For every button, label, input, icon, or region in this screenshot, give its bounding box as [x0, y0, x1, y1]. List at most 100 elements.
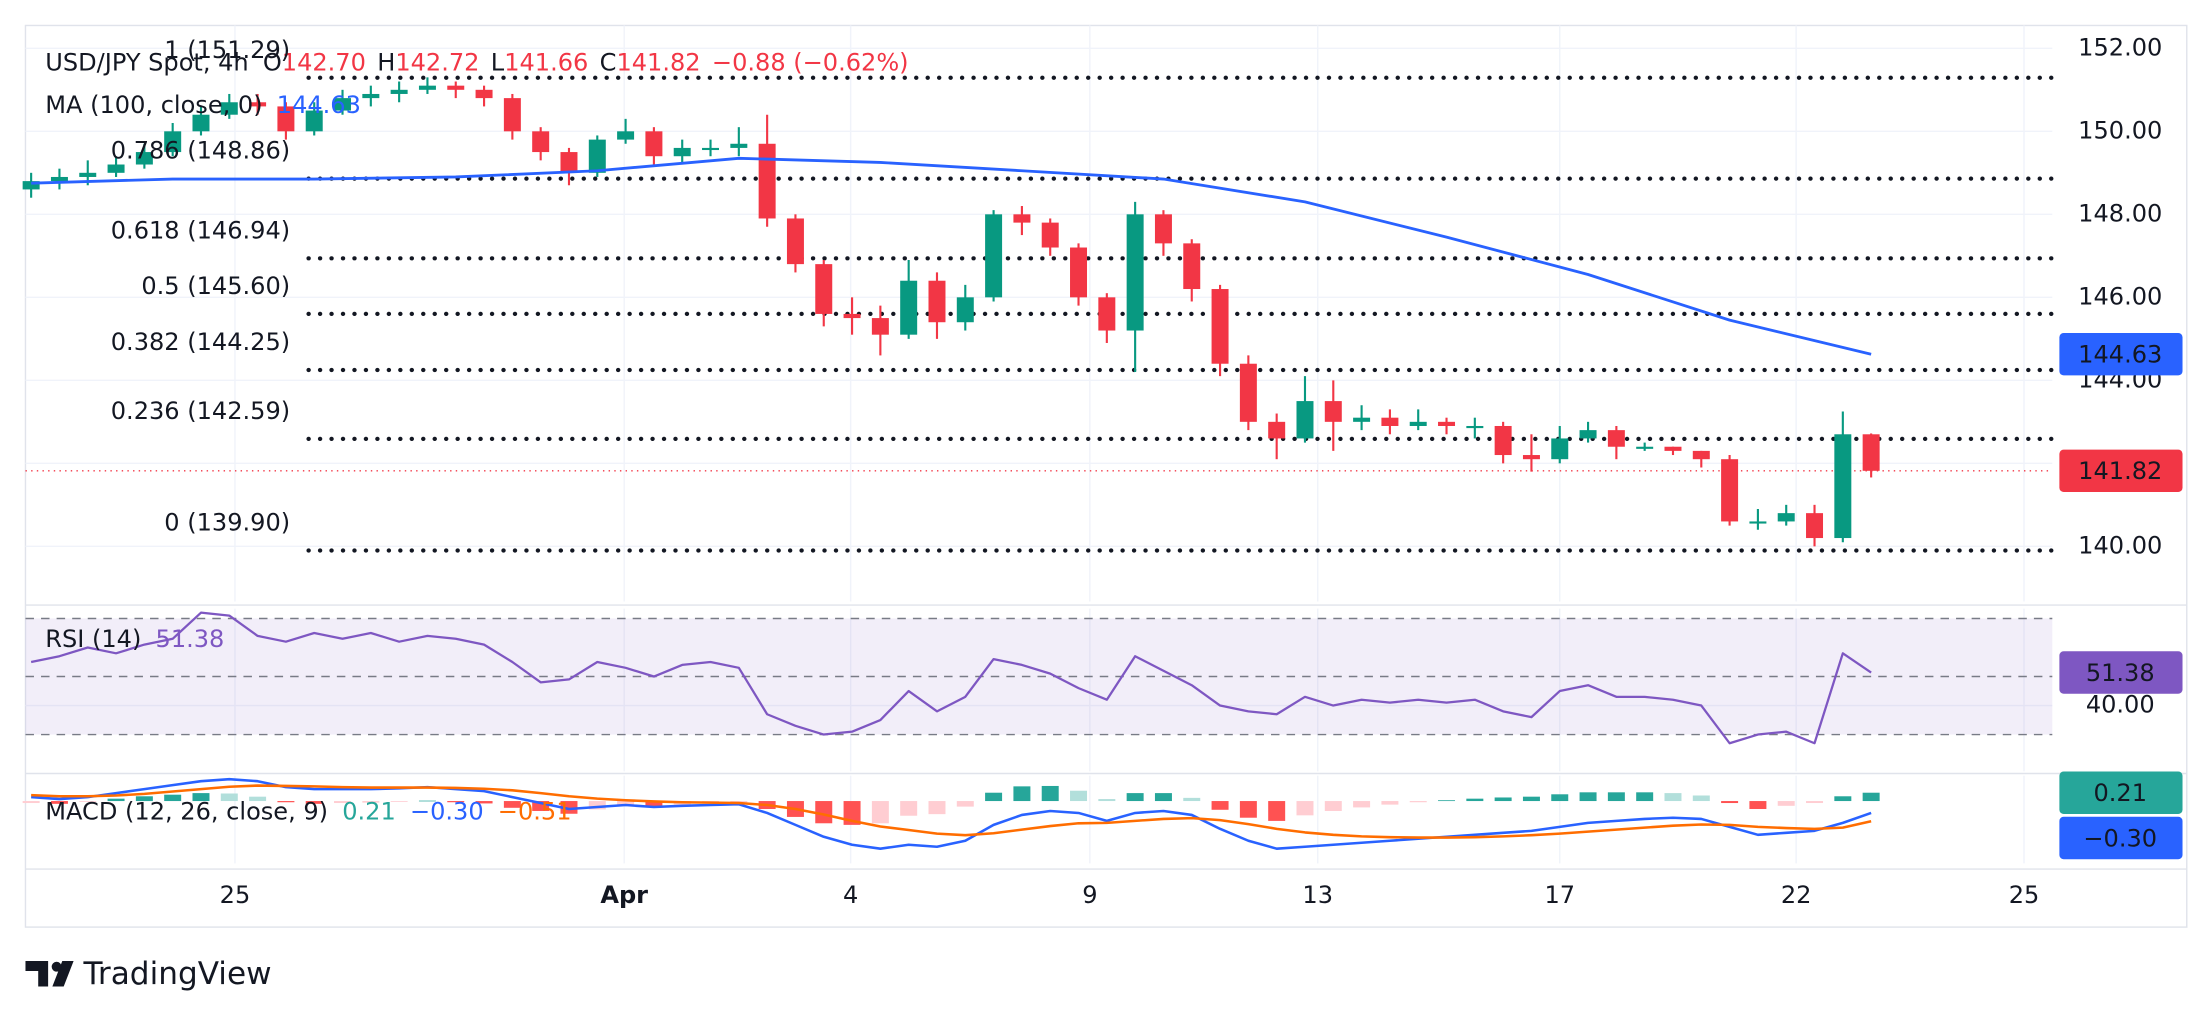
- macd-histogram-bar: [107, 798, 125, 802]
- candle-body: [617, 131, 635, 140]
- macd-histogram-bar: [1409, 801, 1427, 803]
- x-tick-label: 13: [1302, 881, 1333, 909]
- candle-body: [1466, 425, 1484, 429]
- macd-histogram-bar: [390, 801, 408, 802]
- candle-body: [135, 152, 153, 165]
- candle-body: [1579, 430, 1597, 439]
- candle-body: [192, 114, 210, 132]
- legend-value: 141.82: [616, 49, 700, 77]
- macd-histogram-bar: [164, 794, 182, 802]
- macd-histogram-bar: [249, 796, 267, 802]
- candle-body: [645, 131, 663, 157]
- candle-body: [503, 98, 521, 132]
- legend-change: −0.88 (−0.62%): [712, 49, 909, 77]
- macd-histogram-bar: [532, 801, 550, 811]
- candle-body: [305, 110, 323, 132]
- candle-body: [1324, 401, 1342, 422]
- candle-body: [758, 143, 776, 219]
- candle-body: [334, 98, 352, 111]
- x-tick-label: 25: [2009, 881, 2040, 909]
- legend-value: 141.66: [504, 49, 588, 77]
- macd-histogram-bar: [334, 801, 352, 804]
- candle-body: [560, 152, 578, 173]
- grid-layer: [24, 24, 2188, 928]
- macd-histogram-bar: [1268, 801, 1286, 821]
- x-tick-label: 25: [220, 881, 251, 909]
- candle-body: [447, 85, 465, 90]
- candle-body: [1777, 513, 1795, 522]
- brand-name: TradingView: [83, 956, 272, 992]
- macd-histogram-bar: [418, 800, 436, 802]
- macd-histogram-bar: [1324, 801, 1342, 811]
- x-tick-label: 22: [1781, 881, 1812, 909]
- macd-histogram-bar: [1749, 801, 1767, 809]
- candle-body: [1268, 421, 1286, 439]
- candle-body: [1438, 421, 1456, 426]
- ma-legend: MA (100, close, 0) 144.63: [45, 91, 361, 119]
- macd-histogram-bar: [1692, 795, 1710, 802]
- candle-body: [815, 264, 833, 314]
- x-tick-label: 9: [1082, 881, 1097, 909]
- macd-histogram-bar: [1438, 800, 1456, 802]
- price-legend: USD/JPY Spot, 4h O142.70 H142.72 L141.66 C14…: [45, 49, 908, 77]
- candle-body: [164, 131, 182, 153]
- candle-body: [220, 102, 238, 115]
- macd-histogram-bar: [1381, 801, 1399, 805]
- legend-value: 142.70: [282, 49, 366, 77]
- fib-label: 1 (151.29): [164, 36, 290, 64]
- last-price-box: [2059, 449, 2183, 493]
- fib-label: 0.236 (142.59): [111, 397, 290, 425]
- candle-body: [1353, 417, 1371, 422]
- macd-histogram-bar: [645, 801, 663, 807]
- symbol-title: USD/JPY Spot, 4h: [45, 49, 248, 77]
- last-price-box-label: 141.82: [2078, 457, 2162, 485]
- y-tick-label: 40.00: [2086, 691, 2155, 719]
- brand-logo: TradingView: [25, 956, 272, 992]
- macd-histogram-bar: [588, 801, 606, 810]
- macd-histogram-bar: [503, 801, 521, 808]
- fib-label: 0.382 (144.25): [111, 328, 290, 356]
- chart-frame: [24, 24, 2188, 928]
- macd-histogram-bar: [1070, 790, 1088, 802]
- x-tick-label: Apr: [600, 881, 648, 909]
- ma-name: MA (100, close, 0): [45, 91, 262, 119]
- macd-histogram-bar: [1579, 792, 1597, 802]
- macd-histogram-bar: [1126, 793, 1144, 802]
- macd-histogram-bar: [1862, 792, 1880, 802]
- candle-body: [843, 313, 861, 319]
- candle-body: [79, 172, 97, 177]
- macd-histogram-bar: [1834, 796, 1852, 802]
- legend-value: 142.72: [395, 49, 479, 77]
- line-series: [30, 611, 1872, 745]
- macd-value: −0.30: [410, 797, 484, 825]
- candle-body: [1409, 421, 1427, 426]
- macd-histogram-bar: [956, 801, 974, 807]
- macd-histogram-bar: [985, 792, 1003, 802]
- macd-histogram-bar: [1551, 794, 1569, 802]
- signal-value: −0.51: [498, 797, 572, 825]
- x-tick-label: 4: [843, 881, 858, 909]
- text-layer: USD/JPY Spot, 4h O142.70 H142.72 L141.66 C14…: [25, 33, 2183, 992]
- candle-body: [1522, 455, 1540, 460]
- macd-histogram-bar: [1466, 798, 1484, 802]
- candle-body: [1862, 434, 1880, 471]
- candle-body: [588, 139, 606, 173]
- legend-key: H: [377, 49, 395, 77]
- logo-shape: [25, 961, 74, 987]
- candle-body: [1806, 513, 1824, 539]
- candle-body: [1239, 363, 1257, 422]
- candle-body: [22, 181, 40, 190]
- macd-histogram-bar: [135, 796, 153, 802]
- macd-histogram-bar: [900, 801, 918, 816]
- candle-body: [1070, 247, 1088, 298]
- macd-box-label: −0.30: [2083, 824, 2157, 852]
- macd-name: MACD (12, 26, close, 9): [45, 797, 328, 825]
- macd-histogram-bar: [1211, 801, 1229, 810]
- macd-histogram-bar: [192, 793, 210, 802]
- candle-body: [1494, 425, 1512, 456]
- candle-body: [871, 318, 889, 335]
- candle-body: [1692, 450, 1710, 460]
- candle-body: [249, 102, 267, 107]
- candle-body: [1098, 297, 1116, 331]
